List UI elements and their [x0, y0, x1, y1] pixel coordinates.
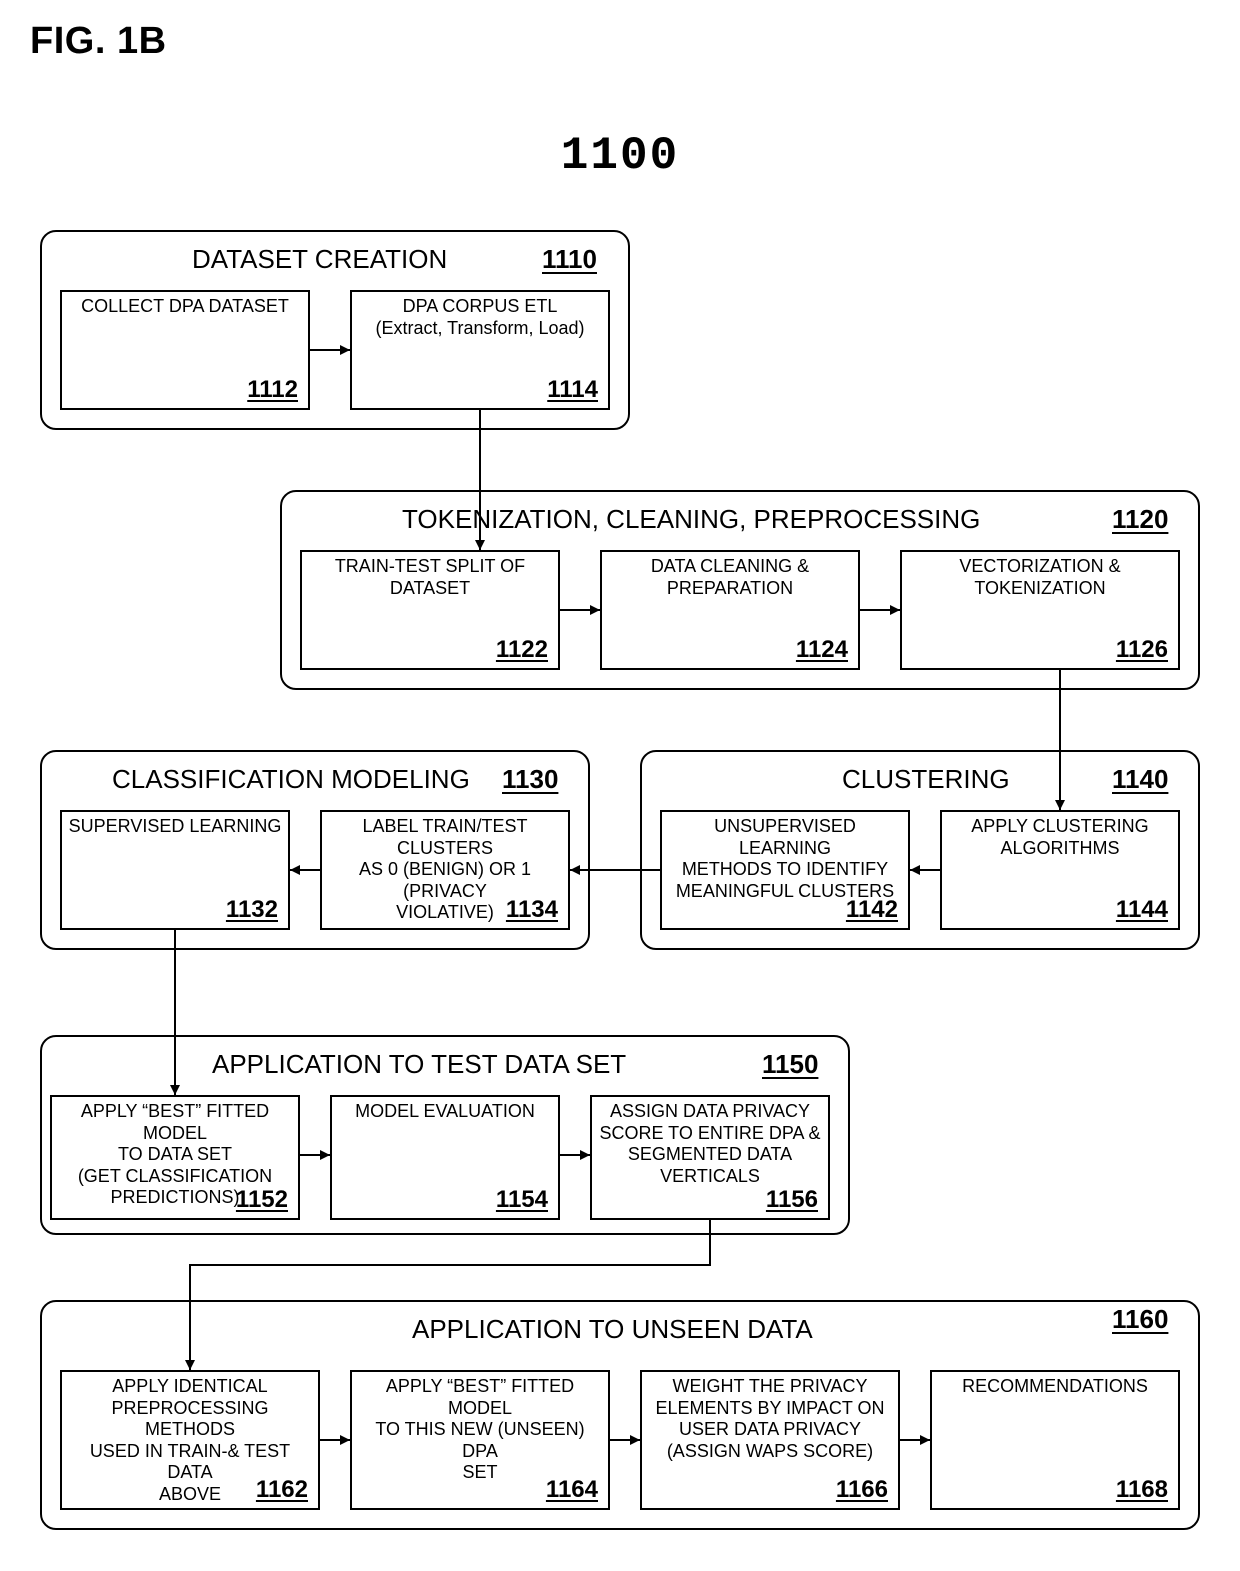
group-ref: 1140	[1112, 764, 1168, 795]
node-1132: SUPERVISED LEARNING 1132	[60, 810, 290, 930]
node-text: APPLY “BEST” FITTED MODELTO THIS NEW (UN…	[358, 1376, 602, 1484]
node-ref: 1154	[496, 1186, 548, 1214]
node-ref: 1164	[546, 1476, 598, 1504]
node-1126: VECTORIZATION &TOKENIZATION 1126	[900, 550, 1180, 670]
group-title: CLUSTERING	[842, 764, 1010, 795]
node-1144: APPLY CLUSTERINGALGORITHMS 1144	[940, 810, 1180, 930]
node-ref: 1122	[496, 636, 548, 664]
node-text: DPA CORPUS ETL(Extract, Transform, Load)	[358, 296, 602, 339]
node-text: ASSIGN DATA PRIVACYSCORE TO ENTIRE DPA &…	[598, 1101, 822, 1187]
node-text: WEIGHT THE PRIVACYELEMENTS BY IMPACT ONU…	[648, 1376, 892, 1462]
group-title: APPLICATION TO UNSEEN DATA	[412, 1314, 813, 1345]
node-ref: 1152	[236, 1186, 288, 1214]
node-ref: 1134	[506, 896, 558, 924]
figure-label: FIG. 1B	[30, 20, 167, 63]
node-text: COLLECT DPA DATASET	[68, 296, 302, 318]
node-ref: 1126	[1116, 636, 1168, 664]
node-text: SUPERVISED LEARNING	[68, 816, 282, 838]
node-1112: COLLECT DPA DATASET 1112	[60, 290, 310, 410]
node-ref: 1166	[836, 1476, 888, 1504]
node-text: RECOMMENDATIONS	[938, 1376, 1172, 1398]
node-ref: 1168	[1116, 1476, 1168, 1504]
node-ref: 1142	[846, 896, 898, 924]
group-ref: 1130	[502, 764, 558, 795]
group-ref: 1160	[1112, 1304, 1168, 1335]
node-ref: 1162	[256, 1476, 308, 1504]
group-title: DATASET CREATION	[192, 244, 447, 275]
node-ref: 1112	[247, 376, 298, 404]
node-text: UNSUPERVISED LEARNINGMETHODS TO IDENTIFY…	[668, 816, 902, 902]
node-1122: TRAIN-TEST SPLIT OFDATASET 1122	[300, 550, 560, 670]
group-title: CLASSIFICATION MODELING	[112, 764, 470, 795]
node-1156: ASSIGN DATA PRIVACYSCORE TO ENTIRE DPA &…	[590, 1095, 830, 1220]
node-text: TRAIN-TEST SPLIT OFDATASET	[308, 556, 552, 599]
node-1166: WEIGHT THE PRIVACYELEMENTS BY IMPACT ONU…	[640, 1370, 900, 1510]
group-ref: 1150	[762, 1049, 818, 1080]
node-ref: 1144	[1116, 896, 1168, 924]
node-1134: LABEL TRAIN/TEST CLUSTERSAS 0 (BENIGN) O…	[320, 810, 570, 930]
node-text: DATA CLEANING &PREPARATION	[608, 556, 852, 599]
node-ref: 1132	[226, 896, 278, 924]
node-1142: UNSUPERVISED LEARNINGMETHODS TO IDENTIFY…	[660, 810, 910, 930]
group-ref: 1120	[1112, 504, 1168, 535]
group-title: APPLICATION TO TEST DATA SET	[212, 1049, 626, 1080]
group-title: TOKENIZATION, CLEANING, PREPROCESSING	[402, 504, 980, 535]
node-1124: DATA CLEANING &PREPARATION 1124	[600, 550, 860, 670]
node-1164: APPLY “BEST” FITTED MODELTO THIS NEW (UN…	[350, 1370, 610, 1510]
node-1152: APPLY “BEST” FITTED MODELTO DATA SET(GET…	[50, 1095, 300, 1220]
node-text: APPLY CLUSTERINGALGORITHMS	[948, 816, 1172, 859]
node-ref: 1124	[796, 636, 848, 664]
node-1168: RECOMMENDATIONS 1168	[930, 1370, 1180, 1510]
node-ref: 1114	[547, 376, 598, 404]
node-1154: MODEL EVALUATION 1154	[330, 1095, 560, 1220]
diagram-canvas: FIG. 1B 1100 DATASET CREATION 1110 TOKENIZ…	[0, 0, 1240, 1571]
group-ref: 1110	[542, 244, 597, 275]
node-text: VECTORIZATION &TOKENIZATION	[908, 556, 1172, 599]
node-ref: 1156	[766, 1186, 818, 1214]
figure-number: 1100	[0, 130, 1240, 182]
node-1114: DPA CORPUS ETL(Extract, Transform, Load)…	[350, 290, 610, 410]
node-text: MODEL EVALUATION	[338, 1101, 552, 1123]
node-1162: APPLY IDENTICALPREPROCESSING METHODSUSED…	[60, 1370, 320, 1510]
